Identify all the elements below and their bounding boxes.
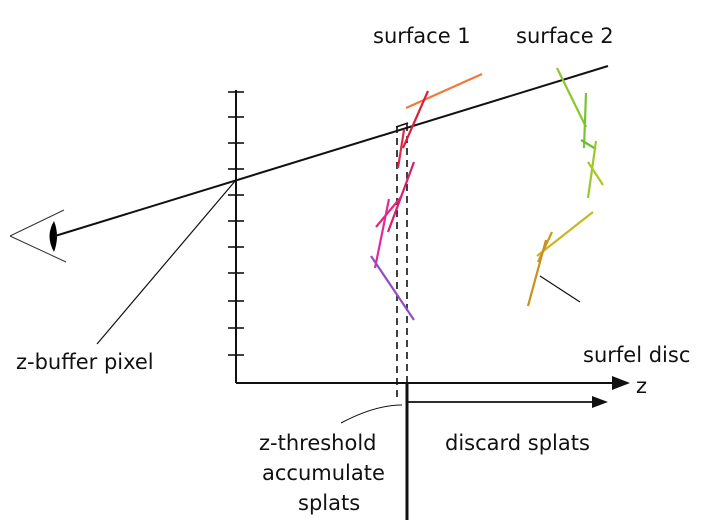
accumulate-label: accumulate [262, 461, 385, 485]
z-axis [236, 376, 630, 390]
z-threshold-leader [340, 404, 403, 424]
surfel-disc-leader [539, 275, 581, 303]
view-ray [54, 65, 609, 237]
surface-2-label: surface 2 [516, 24, 614, 48]
discard-arrow [408, 396, 608, 408]
discard-splats-label: discard splats [445, 431, 590, 455]
z-buffer-pixel-leader [96, 179, 237, 345]
splats-label: splats [298, 491, 360, 515]
z-axis-label: z [636, 374, 647, 398]
z-threshold-label: z-threshold [259, 431, 377, 455]
surface-1-splats [370, 72, 483, 321]
z-buffer-pixel-label: z-buffer pixel [16, 350, 154, 374]
surface-1-label: surface 1 [373, 24, 471, 48]
surfel-disc-label: surfel disc [583, 343, 690, 367]
surface-2-splats [526, 67, 604, 307]
projection-dashes [395, 122, 409, 400]
pixel-axis [228, 90, 244, 383]
eye-icon [9, 209, 67, 263]
